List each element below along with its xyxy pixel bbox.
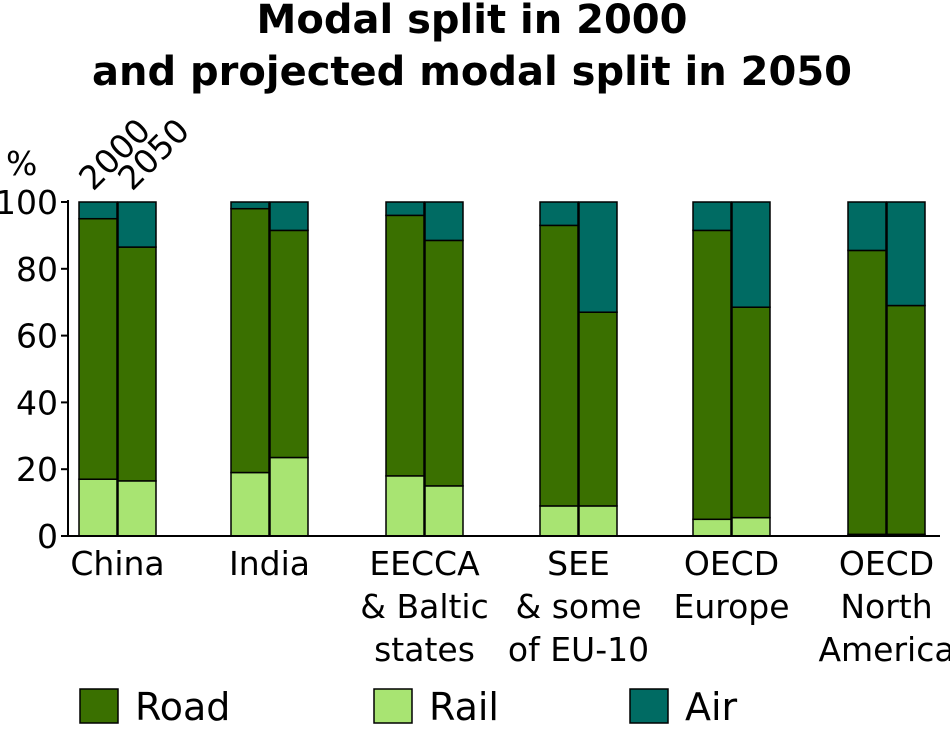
legend-label-air: Air <box>685 685 738 729</box>
category-label: China <box>70 544 164 583</box>
category-label: Europe <box>673 587 789 626</box>
bar-road-2050 <box>886 304 926 536</box>
category-label: OECD <box>684 544 779 583</box>
bar-road-2000 <box>539 224 579 507</box>
legend-label-road: Road <box>135 685 230 729</box>
bar-road-2050 <box>578 311 618 507</box>
y-tick-label: 80 <box>16 250 58 289</box>
bar-rail-2050 <box>117 480 157 537</box>
legend-swatch-road <box>79 688 119 724</box>
bar-air-2000 <box>230 201 270 210</box>
bar-road-2000 <box>230 207 270 474</box>
category-label: OECD <box>839 544 934 583</box>
category-label: SEE <box>547 544 610 583</box>
category-label: of EU-10 <box>508 630 649 669</box>
bar-rail-2000 <box>78 478 118 537</box>
legend: Road Rail Air <box>79 685 738 729</box>
y-tick-label: 100 <box>0 183 58 222</box>
category-label: & Baltic <box>360 587 489 626</box>
bar-rail-2050 <box>424 485 464 537</box>
y-axis-label: % <box>6 144 37 183</box>
legend-swatch-rail <box>373 688 413 724</box>
bar-air-2050 <box>117 201 157 248</box>
bar-rail-2050 <box>731 516 771 537</box>
bar-rail-2050 <box>269 456 309 537</box>
y-tick-label: 0 <box>37 517 58 556</box>
bar-rail-2000 <box>539 505 579 537</box>
y-tick-label: 40 <box>16 383 58 422</box>
y-tick-label: 20 <box>16 450 58 489</box>
chart-title-line-2: and projected modal split in 2050 <box>92 49 852 95</box>
bar-air-2050 <box>886 201 926 307</box>
bar-air-2050 <box>578 201 618 313</box>
legend-label-rail: Rail <box>429 685 499 729</box>
legend-swatch-air <box>629 688 669 724</box>
bar-road-2000 <box>385 214 425 477</box>
bar-rail-2000 <box>692 518 732 537</box>
bar-air-2000 <box>385 201 425 217</box>
plot-area: 0 20 40 60 80 100 China India EECCA & Baltic state… <box>0 111 950 669</box>
bar-road-2000 <box>692 229 732 521</box>
bar-road-2050 <box>269 229 309 459</box>
bar-rail-2050 <box>578 505 618 537</box>
category-label: states <box>374 630 475 669</box>
bar-road-2050 <box>731 306 771 519</box>
y-tick-label: 60 <box>16 317 58 356</box>
bar-road-2050 <box>117 246 157 482</box>
bar-rail-2000 <box>230 471 270 537</box>
category-label: India <box>229 544 310 583</box>
category-label: EECCA <box>369 544 480 583</box>
bar-air-2050 <box>424 201 464 242</box>
bar-rail-2000 <box>385 475 425 537</box>
bar-road-2000 <box>847 249 887 536</box>
bar-air-2000 <box>539 201 579 227</box>
chart-title-line-1: Modal split in 2000 <box>257 0 688 43</box>
category-label: & some <box>515 587 641 626</box>
bar-air-2000 <box>847 201 887 252</box>
bar-air-2050 <box>269 201 309 232</box>
category-label: America <box>818 630 950 669</box>
bar-road-2050 <box>424 239 464 487</box>
bar-road-2000 <box>78 217 118 480</box>
bar-air-2050 <box>731 201 771 308</box>
category-label: North <box>840 587 932 626</box>
bar-air-2000 <box>78 201 118 220</box>
bar-air-2000 <box>692 201 732 232</box>
